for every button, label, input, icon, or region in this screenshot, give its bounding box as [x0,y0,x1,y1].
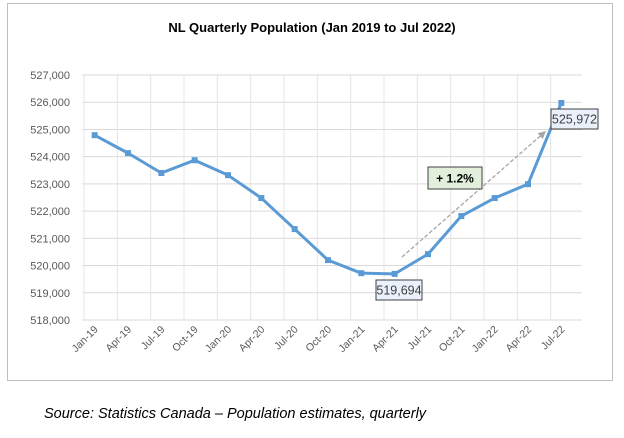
min-value-label: 519,694 [376,284,421,298]
series-line [93,102,563,276]
max-value-label: 525,972 [552,113,597,127]
data-point [191,157,198,164]
data-point [291,226,298,233]
data-point [558,99,565,106]
x-tick-label: Oct-19 [170,324,201,355]
data-point [125,150,131,157]
y-tick-label: 525,000 [30,124,70,136]
y-tick-label: 521,000 [30,233,70,245]
y-tick-label: 519,000 [30,288,70,300]
source-note: Source: Statistics Canada – Population e… [44,406,427,422]
data-point [91,132,98,139]
x-tick-label: Jul-20 [272,324,301,353]
data-point [258,195,265,202]
y-tick-label: 522,000 [30,206,70,218]
data-point [491,195,498,202]
y-tick-label: 520,000 [30,261,70,273]
y-tick-label: 523,000 [30,179,70,191]
x-tick-label: Apr-21 [370,324,401,355]
x-tick-label: Jul-19 [139,324,168,353]
x-tick-label: Apr-22 [503,324,534,355]
y-tick-label: 526,000 [30,97,70,109]
data-point [458,213,465,220]
data-point [225,172,231,179]
y-tick-label: 527,000 [30,70,70,82]
min-value-label-box [375,279,423,301]
x-tick-label: Oct-21 [437,324,468,355]
data-point [325,257,331,264]
x-tick-label: Jul-21 [405,324,434,353]
x-tick-label: Apr-19 [103,324,134,355]
data-point [525,181,531,188]
data-point [158,170,165,176]
x-tick-label: Jan-19 [70,324,101,355]
x-tick-label: Jul-22 [539,324,568,353]
x-tick-label: Apr-20 [237,324,268,355]
change-percent-label-box [427,166,483,190]
change-percent-label: + 1.2% [436,172,474,186]
x-tick-label: Jan-20 [203,324,234,355]
max-value-label-box [550,108,599,130]
data-point [358,270,365,277]
y-tick-label: 524,000 [30,152,70,164]
line-chart: 518,000 519,000 520,000 521,000 522,000 523,0… [30,70,599,355]
x-tick-label: Jan-21 [336,324,367,355]
x-tick-label: Oct-20 [303,324,334,355]
chart-title: NL Quarterly Population (Jan 2019 to Jul… [168,20,456,35]
x-tick-label: Jan-22 [470,324,501,355]
data-point [425,251,431,258]
data-point [391,270,398,277]
trend-arrow [401,130,547,258]
y-tick-label: 518,000 [30,315,70,327]
